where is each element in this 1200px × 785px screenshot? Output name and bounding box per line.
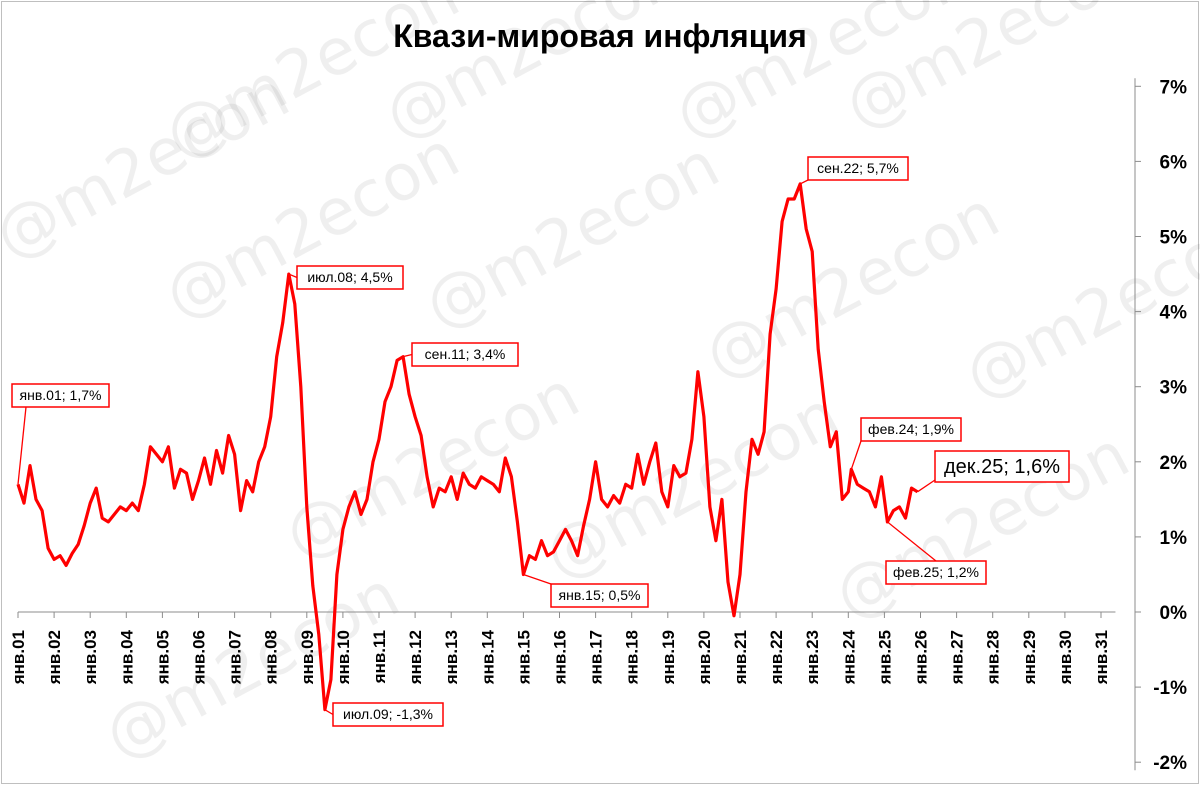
chart-title: Квази-мировая инфляция (393, 18, 807, 54)
y-tick-label: 4% (1160, 303, 1188, 324)
x-tick-label: янв.16 (551, 630, 570, 685)
x-tick-label: янв.13 (442, 630, 461, 685)
x-tick-label: янв.17 (587, 630, 606, 685)
annotation-label: фев.25; 1,2% (893, 564, 979, 580)
x-tick-label: янв.04 (117, 629, 136, 685)
series-layer (16, 182, 919, 712)
y-tick-label: 7% (1160, 77, 1188, 98)
x-tick-label: янв.31 (1092, 630, 1111, 685)
annotation-box (296, 265, 404, 290)
annotation-leader (402, 353, 413, 358)
x-tick-label: янв.18 (623, 630, 642, 685)
annotation-leader (850, 440, 862, 470)
annotation-leader (288, 273, 298, 279)
annotation-leader (324, 709, 334, 716)
x-tick-label: янв.01 (9, 630, 28, 685)
x-tick-label: янв.15 (514, 630, 533, 685)
y-tick-label: 6% (1160, 152, 1188, 173)
series-line (16, 182, 919, 712)
annotation-label: янв.01; 1,7% (20, 387, 102, 403)
x-tick-label: янв.05 (153, 630, 172, 685)
y-tick-label: 5% (1160, 228, 1188, 249)
x-tick-label: янв.12 (406, 630, 425, 685)
x-tick-label: янв.30 (1056, 630, 1075, 685)
annotation-box (885, 560, 987, 585)
x-tick-label: янв.14 (478, 629, 497, 685)
y-tick-label: -1% (1153, 678, 1187, 699)
annotation-leader (523, 573, 552, 585)
annotation-label: сен.22; 5,7% (817, 160, 899, 176)
x-tick-label: янв.23 (803, 630, 822, 685)
x-tick-label: янв.03 (81, 630, 100, 685)
x-tick-label: янв.19 (659, 630, 678, 685)
x-tick-label: янв.06 (190, 630, 209, 685)
x-tick-label: янв.08 (262, 630, 281, 685)
x-tick-label: янв.25 (875, 630, 894, 685)
annotation-leader (917, 479, 936, 493)
annotation-box (934, 450, 1070, 483)
x-tick-label: янв.29 (1020, 630, 1039, 685)
x-tick-label: янв.07 (226, 630, 245, 685)
axis-layer: -2% -1% 0% 1% 2% 3% 4% 5% 6% 7% янв.01 янв.02 янв.03… (9, 77, 1187, 774)
annotation-label: сен.11; 3,4% (425, 346, 506, 362)
annotation-layer: янв.01; 1,7% июл.08; 4,5% июл.09; -1,3% сен… (11, 156, 1070, 727)
x-tick-label: янв.02 (45, 630, 64, 685)
annotation-leader (799, 179, 809, 185)
annotation-label: фев.24; 1,9% (868, 421, 954, 437)
annotation-box (332, 702, 444, 727)
watermark-text: @m2econ (93, 558, 411, 774)
annotation-box (807, 156, 909, 181)
y-tick-label: 3% (1160, 378, 1188, 399)
watermark-text: @m2econ (413, 128, 731, 344)
x-tick-label: янв.24 (839, 629, 858, 685)
annotation-box (860, 417, 962, 442)
annotation-box (411, 342, 519, 367)
x-tick-label: янв.27 (948, 630, 967, 685)
x-tick-label: янв.20 (695, 630, 714, 685)
x-tick-label: янв.21 (731, 630, 750, 685)
annotation-leader (17, 406, 27, 485)
annotation-box (11, 383, 110, 408)
x-tick-label: янв.09 (298, 630, 317, 685)
x-tick-label: янв.22 (767, 630, 786, 685)
x-tick-label: янв.11 (370, 630, 389, 684)
y-tick-label: 2% (1160, 453, 1188, 474)
x-tick-label: янв.10 (334, 630, 353, 685)
x-tick-label: янв.26 (912, 630, 931, 685)
y-tick-label: 0% (1160, 603, 1188, 624)
annotation-box (550, 583, 649, 608)
y-tick-label: -2% (1153, 753, 1187, 774)
annotation-leader (887, 521, 937, 562)
annotation-label: дек.25; 1,6% (944, 456, 1060, 478)
annotation-label: июл.08; 4,5% (307, 269, 392, 285)
y-tick-label: 1% (1160, 528, 1188, 549)
annotation-label: июл.09; -1,3% (343, 706, 433, 722)
x-tick-label: янв.28 (984, 630, 1003, 685)
annotation-label: янв.15; 0,5% (559, 587, 641, 603)
